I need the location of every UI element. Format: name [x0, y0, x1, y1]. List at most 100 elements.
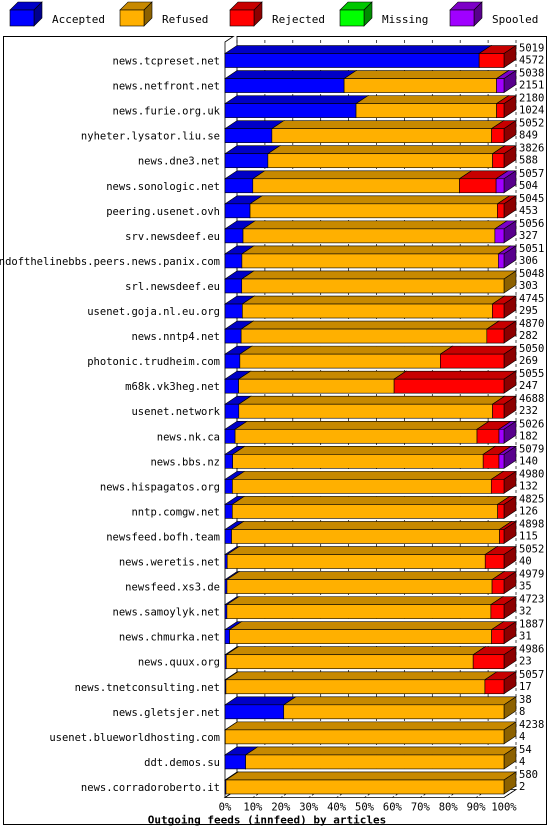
- y-category-label: srv.newsdeef.eu: [125, 231, 220, 243]
- x-tick-label: 80%: [439, 802, 459, 814]
- offered-count-label: 5056: [519, 218, 544, 230]
- y-category-label: news.corradoroberto.it: [81, 782, 220, 794]
- bar-segment-rejected: [496, 495, 517, 519]
- legend-swatch-refused: [119, 1, 153, 27]
- accepted-count-label: 504: [519, 180, 538, 192]
- legend-box-missing: [339, 1, 373, 27]
- bar-segment-rejected: [483, 671, 517, 695]
- accepted-count-label: 17: [519, 681, 532, 693]
- y-category-label: nntp.comgw.net: [131, 506, 220, 518]
- bar-segment-rejected: [490, 621, 517, 645]
- accepted-count-label: 247: [519, 380, 538, 392]
- y-category-label: endofthelinebbs.peers.news.panix.com: [0, 256, 220, 268]
- legend-box-refused: [119, 1, 153, 27]
- bar-segment-refused: [241, 295, 506, 319]
- bar-segment-rejected: [393, 370, 517, 394]
- legend-swatch-missing: [339, 1, 373, 27]
- x-tick-label: 20%: [271, 802, 291, 814]
- y-category-label: news.weretis.net: [119, 557, 220, 569]
- bar-row: news.gletsjer.net 388: [113, 694, 532, 720]
- y-category-label: news.bbs.nz: [150, 456, 220, 468]
- bar-segment-spooled: [498, 445, 517, 469]
- bar-segment-refused: [237, 395, 506, 419]
- accepted-count-label: 269: [519, 355, 538, 367]
- y-category-label: newsfeed.bofh.team: [106, 531, 220, 543]
- y-category-label: nyheter.lysator.liu.se: [81, 131, 220, 143]
- bar-segment-spooled: [493, 220, 517, 244]
- bar-segment-rejected: [495, 95, 517, 119]
- y-category-label: news.chmurka.net: [119, 632, 220, 644]
- y-category-label: news.netfront.net: [113, 81, 220, 93]
- x-tick-label: 30%: [299, 802, 319, 814]
- legend-label-refused: Refused: [162, 13, 209, 26]
- legend-label-accepted: Accepted: [52, 13, 105, 26]
- legend: Accepted Refused Rejected Missing Spoole…: [0, 0, 550, 36]
- accepted-count-label: 23: [519, 656, 532, 668]
- floor-gridline: [503, 789, 517, 798]
- bar-row: endofthelinebbs.peers.news.panix.com 5051…: [0, 243, 544, 269]
- legend-box-accepted: [9, 1, 43, 27]
- offered-count-label: 2180: [519, 93, 544, 105]
- accepted-count-label: 40: [519, 556, 532, 568]
- offered-count-label: 5019: [519, 43, 544, 55]
- bar-segment-refused: [249, 195, 511, 219]
- accepted-count-label: 32: [519, 606, 532, 618]
- bar-segment-refused: [224, 671, 498, 695]
- offered-count-label: 4688: [519, 393, 544, 405]
- offered-count-label: 5048: [519, 268, 544, 280]
- accepted-count-label: 8: [519, 706, 525, 718]
- offered-count-label: 1887: [519, 619, 544, 631]
- y-category-label: usenet.goja.nl.eu.org: [87, 306, 220, 318]
- accepted-count-label: 115: [519, 530, 538, 542]
- accepted-count-label: 232: [519, 405, 538, 417]
- bar-segment-rejected: [491, 295, 517, 319]
- accepted-count-label: 1024: [519, 105, 544, 117]
- legend-swatch-spooled: [449, 1, 483, 27]
- y-category-label: newsfeed.xs3.de: [125, 582, 220, 594]
- offered-count-label: 4986: [519, 644, 544, 656]
- offered-count-label: 5057: [519, 168, 544, 180]
- accepted-count-label: 306: [519, 255, 538, 267]
- accepted-count-label: 182: [519, 430, 538, 442]
- bar-segment-accepted: [224, 44, 493, 69]
- accepted-count-label: 588: [519, 155, 538, 167]
- bar-segment-spooled: [497, 245, 517, 269]
- bar-segment-refused: [240, 320, 500, 344]
- offered-count-label: 5045: [519, 193, 544, 205]
- y-category-label: peering.usenet.ovh: [106, 206, 220, 218]
- bar-segment-spooled: [498, 420, 517, 444]
- y-category-label: srl.newsdeef.eu: [125, 281, 220, 293]
- bar-segment-rejected: [491, 395, 517, 419]
- offered-count-label: 4870: [519, 318, 544, 330]
- y-category-label: news.dne3.net: [138, 156, 220, 168]
- offered-count-label: 5038: [519, 68, 544, 80]
- bar-segment-rejected: [498, 520, 517, 545]
- x-tick-label: 10%: [243, 802, 263, 814]
- accepted-count-label: 295: [519, 305, 538, 317]
- y-category-label: usenet.network: [131, 406, 220, 418]
- bar-segment-rejected: [496, 195, 517, 219]
- legend-box-spooled: [449, 1, 483, 27]
- x-tick-label: 70%: [411, 802, 431, 814]
- chart-canvas: 0% 10% 20% 30% 40% 50% 60% 70% 80% 90% 100% Outgoin…: [0, 36, 544, 827]
- bar-segment-refused: [270, 120, 505, 144]
- offered-count-label: 5079: [519, 443, 544, 455]
- bar-segment-rejected: [485, 320, 517, 344]
- x-axis-title: Outgoing feeds (innfeed) by articles: [148, 814, 386, 827]
- legend-label-spooled: Spooled: [492, 13, 539, 26]
- accepted-count-label: 4: [519, 756, 525, 768]
- accepted-count-label: 327: [519, 230, 538, 242]
